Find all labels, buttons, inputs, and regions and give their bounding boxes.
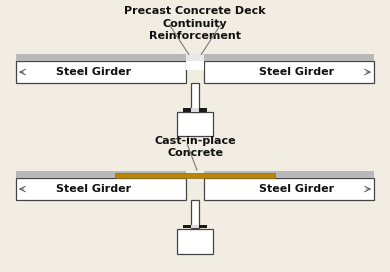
Text: Steel Girder: Steel Girder	[259, 67, 334, 77]
Text: Cast-in-place
Concrete: Cast-in-place Concrete	[154, 136, 236, 157]
Bar	[204, 54, 374, 61]
Bar	[177, 229, 213, 254]
Bar	[183, 108, 207, 112]
Bar	[16, 54, 186, 61]
Text: Steel Girder: Steel Girder	[56, 67, 131, 77]
Text: Precast Concrete Deck: Precast Concrete Deck	[124, 6, 266, 16]
Text: Steel Girder: Steel Girder	[259, 184, 334, 194]
Bar	[16, 61, 186, 83]
Bar	[16, 178, 186, 200]
Bar	[191, 200, 199, 228]
Bar	[115, 173, 275, 178]
Text: Continuity
Reinforcement: Continuity Reinforcement	[149, 19, 241, 41]
Bar	[204, 178, 374, 200]
Bar	[16, 171, 186, 178]
Bar	[186, 61, 204, 70]
Bar	[183, 225, 207, 228]
Bar	[191, 108, 199, 112]
Text: Steel Girder: Steel Girder	[56, 184, 131, 194]
Bar	[191, 225, 199, 228]
Bar	[191, 83, 199, 112]
Bar	[177, 112, 213, 136]
Bar	[204, 171, 374, 178]
Bar	[204, 61, 374, 83]
Bar	[186, 54, 204, 61]
